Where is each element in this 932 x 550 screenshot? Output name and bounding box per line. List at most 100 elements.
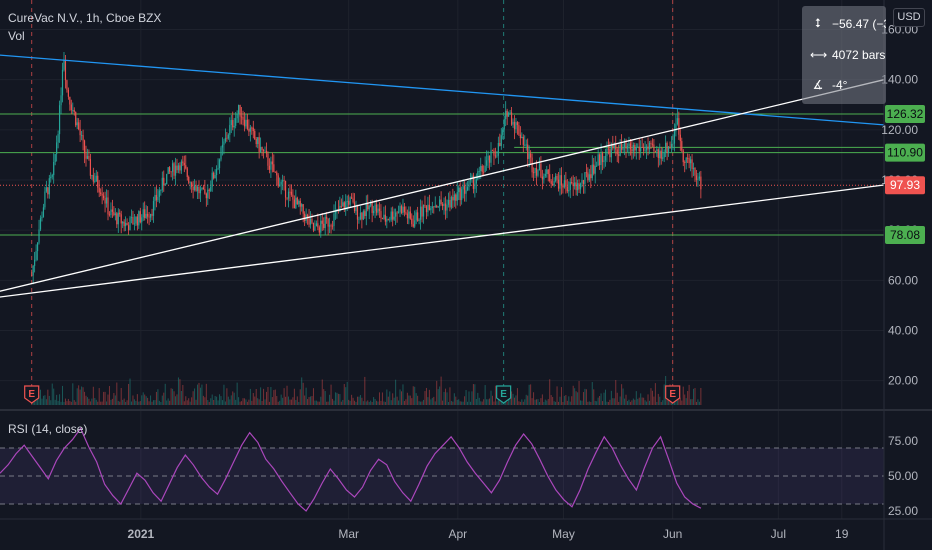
candle [425,206,428,213]
candle [351,197,353,199]
volume-bar [177,377,179,405]
volume-bar [220,396,222,405]
candle [381,217,384,219]
candle [409,211,411,219]
volume-bar [693,388,695,405]
candle [39,218,42,230]
volume-bar [91,398,93,405]
candle [157,196,159,201]
trendline[interactable] [0,184,885,298]
candle [295,197,297,209]
volume-bar [442,400,444,405]
candle [47,187,49,195]
candle [326,216,328,219]
volume-bar [310,396,312,405]
candle [361,212,363,220]
volume-bar [252,393,254,405]
volume-bar [697,399,699,405]
volume-bar [320,396,322,405]
candle [284,180,287,198]
candle [656,149,658,152]
volume-bar [566,400,568,405]
candle [641,147,643,148]
price-label-text: 97.93 [890,178,920,192]
candle [637,146,639,148]
candle [138,211,140,226]
volume-bar [596,401,598,405]
candle [447,199,450,205]
candle [367,202,369,210]
candle [174,165,177,176]
symbol-title[interactable]: CureVac N.V., 1h, Cboe BZX [8,11,162,25]
volume-bar [166,400,168,405]
price-label-box [885,176,925,195]
volume-bar [663,384,665,405]
candle [587,172,589,181]
volume-bar [428,389,430,405]
price-tick-label: 40.00 [888,324,918,338]
price-label-text: 126.32 [887,107,924,121]
candle [358,219,360,220]
volume-bar [245,399,247,405]
volume-bar [602,401,604,405]
candle [356,205,359,220]
volume-bar [615,380,617,405]
volume-legend[interactable]: Vol [8,29,25,43]
volume-bar [387,396,389,405]
volume-bar [233,392,235,405]
trendline[interactable] [0,54,885,126]
candle [629,143,632,150]
candle [408,211,410,219]
volume-bar [255,388,257,405]
volume-bar [461,401,463,405]
candle [130,217,133,218]
volume-bar [585,389,587,405]
trendline[interactable] [0,79,885,293]
volume-bar [151,401,153,405]
candle [481,165,483,172]
volume-bar [263,388,265,405]
volume-bar [270,387,272,405]
candle [45,187,47,192]
volume-bar [198,382,200,405]
volume-bar [142,392,144,405]
candle [207,189,209,199]
candle [323,223,325,229]
candle [301,204,303,207]
candle [235,118,237,126]
volume-bar [119,401,121,405]
volume-bar [625,394,627,405]
candle [607,148,610,150]
earnings-marker[interactable] [665,385,681,404]
candle [441,204,444,206]
volume-bar [487,399,489,405]
volume-bar [676,397,678,405]
candle [554,175,557,182]
volume-bar [69,401,71,405]
volume-bar [122,399,124,405]
volume-bar [486,399,488,405]
volume-bar [569,401,571,405]
volume-bar [274,389,276,405]
volume-bar [337,393,339,405]
currency-button[interactable]: USD [893,8,925,27]
volume-bar [132,395,134,405]
volume-bar [41,398,43,405]
candle [412,224,414,227]
volume-bar [626,401,628,405]
volume-bar [145,396,147,405]
volume-bar [100,401,102,405]
candle [214,175,216,179]
rsi-legend[interactable]: RSI (14, close) [8,422,88,436]
volume-bar [533,392,535,405]
earnings-marker[interactable] [24,385,40,404]
volume-bar [110,399,112,405]
earnings-marker[interactable] [496,385,512,404]
volume-bar [656,401,658,405]
candle [662,157,664,159]
candle [575,182,577,191]
candle [477,171,479,180]
candle [254,131,256,140]
candle [644,150,646,152]
